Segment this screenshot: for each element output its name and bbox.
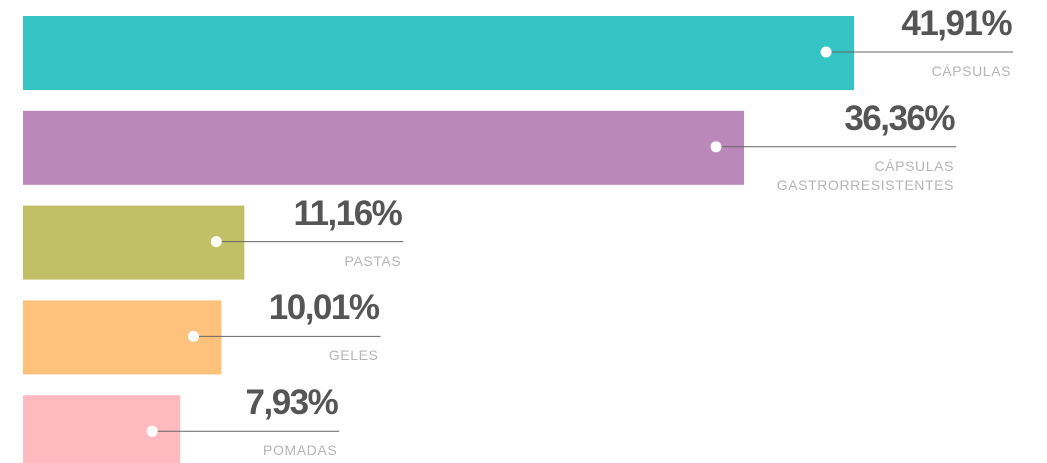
dot bbox=[210, 236, 222, 248]
dot bbox=[820, 46, 832, 58]
value-label: 36,36% bbox=[844, 98, 955, 138]
bar bbox=[23, 16, 855, 90]
category-label: GELES bbox=[328, 347, 379, 364]
bar bbox=[23, 110, 745, 185]
value-label: 10,01% bbox=[268, 288, 380, 328]
category-label: CÁPSULAS bbox=[931, 63, 1012, 79]
value-label: 11,16% bbox=[293, 193, 403, 233]
category-label: CÁPSULAS GASTRORRESISTENTES bbox=[776, 157, 955, 193]
value-label: 7,93% bbox=[245, 383, 339, 423]
category-label: POMADAS bbox=[263, 442, 338, 459]
value-label: 41,91% bbox=[901, 4, 1012, 43]
dot bbox=[187, 330, 199, 342]
dot bbox=[146, 425, 158, 437]
dot bbox=[710, 141, 722, 153]
category-label: PASTAS bbox=[344, 252, 402, 269]
bar bbox=[23, 205, 245, 280]
